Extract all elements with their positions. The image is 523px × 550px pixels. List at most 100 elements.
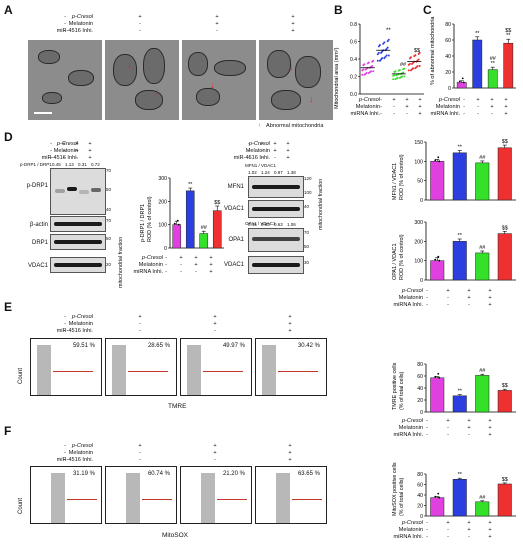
b-signs-sign: - — [406, 111, 408, 117]
scatter-point — [409, 69, 412, 72]
d-signs-right-sign: + — [286, 148, 290, 154]
significance-label: ## — [479, 368, 486, 374]
bar — [503, 42, 514, 89]
significance-label: ** — [491, 61, 496, 67]
scatter-point — [361, 73, 364, 76]
b-signs-sign: - — [380, 111, 382, 117]
flow-f-2: 60.74 % — [105, 466, 177, 524]
f-bar-row-inhibitor: miRNA Inhi. — [393, 534, 423, 540]
bar — [475, 375, 490, 413]
scatter-point — [398, 76, 401, 79]
scatter-point — [382, 42, 385, 45]
y-tick-label: 0 — [164, 246, 167, 252]
f-bar-signs-sign: + — [488, 520, 492, 526]
scatter-point — [403, 75, 406, 78]
e-signs-sign: + — [138, 314, 142, 320]
e-bar-ylabel: TMRE positive cells — [392, 362, 398, 410]
d3-signs-sign: - — [426, 302, 428, 308]
scatter-point — [364, 68, 367, 71]
blot-label-vdac1-r2: VDAC1 — [223, 262, 244, 268]
significance-label: ** — [458, 472, 463, 478]
y-tick-label: 0 — [420, 410, 423, 416]
dot — [461, 77, 464, 80]
d3-signs-sign: + — [467, 288, 471, 294]
bar — [452, 479, 467, 517]
significance-label: $$ — [505, 28, 511, 34]
a-sign: - — [216, 28, 218, 34]
d-row-pcresol: p-Cresol — [56, 141, 78, 147]
blot-label-opa1: OPA1 — [228, 237, 244, 243]
significance-label: ## — [479, 495, 486, 501]
y-tick-label: 20 — [445, 70, 451, 76]
d3-row-melatonin: Melatonin — [398, 295, 423, 301]
significance-label: ** — [458, 145, 463, 151]
f-row-inhibitor: miR-4516 Inhi. — [56, 457, 93, 463]
blot-actin — [50, 216, 106, 232]
flow-f-3: 21.20 % — [180, 466, 252, 524]
y-tick-label: 0 — [420, 278, 423, 284]
scatter-point — [392, 78, 395, 81]
e-bar-signs-sign: + — [488, 432, 492, 438]
significance-label: ** — [458, 389, 463, 395]
d-signs-left-sign: - — [76, 155, 78, 161]
y-tick-label: 300 — [414, 220, 423, 226]
d-signs-right-sign: + — [260, 141, 264, 147]
e-percent: 49.97 % — [222, 343, 245, 349]
panel-label-f: F — [4, 424, 12, 438]
y-tick-label: 100 — [414, 159, 423, 165]
e-signs-sign: - — [214, 328, 216, 334]
scatter-point — [387, 38, 390, 41]
bar — [487, 69, 498, 89]
d1-signs-sign: + — [179, 255, 183, 261]
d3-signs-sign: + — [467, 295, 471, 301]
a-row-label-inhibitor: miR-4516 Inhi. — [56, 28, 93, 34]
y-tick-label: 0.4 — [350, 57, 357, 63]
scatter-point — [366, 62, 369, 65]
bar — [185, 190, 195, 249]
d-drp1-ylabel2: ROD (% of control) — [147, 196, 153, 242]
ratio-value: 1.38 — [287, 170, 296, 175]
d-signs-right-sign: + — [286, 141, 290, 147]
flow-e-4: 30.42 % — [255, 338, 327, 396]
e-bar-signs-sign: - — [468, 432, 470, 438]
scatter-point — [381, 50, 384, 53]
scatter-point — [394, 78, 397, 81]
d-row-melatonin: Melatonin — [53, 148, 78, 154]
d-signs-left-sign: + — [75, 141, 79, 147]
scatter-point — [402, 68, 405, 71]
f-signs-sign: + — [138, 443, 142, 449]
d-signs-left-sign: + — [88, 148, 92, 154]
b-signs-sign: + — [405, 97, 409, 103]
mw-marker: 120 — [304, 176, 312, 181]
dot — [434, 375, 437, 378]
d1-signs-sign: + — [194, 255, 198, 261]
e-bar-signs-sign: + — [446, 418, 450, 424]
d3-signs-sign: - — [426, 295, 428, 301]
mw-marker: 50 — [106, 236, 112, 241]
mw-marker: 20 — [106, 262, 112, 267]
e-bar-signs-sign: - — [426, 425, 428, 431]
ratio-value: 0.45 — [248, 222, 257, 227]
e-percent: 59.51 % — [72, 343, 95, 349]
d1-signs-sign: - — [195, 269, 197, 275]
d-mfn1-ylabel: MFN1 / VDAC1 — [392, 163, 398, 200]
scatter-point — [397, 69, 400, 72]
scatter-point — [387, 54, 390, 57]
y-tick-label: 0.8 — [350, 22, 357, 28]
b-ylabel: Mitochondrial area (mm²) — [334, 47, 340, 109]
y-tick-label: 100 — [158, 223, 167, 229]
d-ratio2-label: MFN1 / VDAC1 — [245, 163, 277, 168]
scatter-point — [414, 67, 417, 70]
significance-label: ** — [475, 31, 480, 37]
c-signs-sign: + — [490, 97, 494, 103]
d1-signs-sign: - — [165, 262, 167, 268]
scatter-point — [378, 59, 381, 62]
flow-f-1: 31.19 % — [30, 466, 102, 524]
a-legend: Abnormal mitochondria — [266, 123, 324, 129]
ratio-value: 1.02 — [248, 170, 257, 175]
ratio-value: 0.45 — [52, 162, 61, 167]
e-bar-row-inhibitor: miRNA Inhi. — [393, 432, 423, 438]
bar — [452, 152, 467, 201]
e-signs-sign: - — [64, 321, 66, 327]
blot-drp1 — [50, 234, 106, 250]
